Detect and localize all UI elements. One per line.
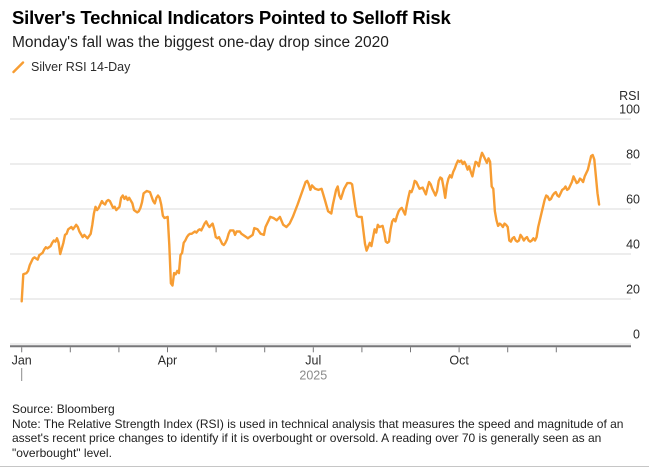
source-text: Source: Bloomberg bbox=[12, 402, 115, 416]
legend-label: Silver RSI 14-Day bbox=[31, 60, 131, 74]
month-label-jul: Jul bbox=[305, 354, 321, 368]
y-tick-label-20: 20 bbox=[626, 283, 640, 297]
chart-legend: Silver RSI 14-Day bbox=[12, 60, 130, 74]
rsi-series-line bbox=[20, 151, 601, 303]
month-label-jan: Jan bbox=[12, 354, 32, 368]
chart-subtitle: Monday's fall was the biggest one-day dr… bbox=[12, 34, 389, 51]
chart-title: Silver's Technical Indicators Pointed to… bbox=[12, 7, 451, 28]
y-tick-label-40: 40 bbox=[626, 238, 640, 252]
y-tick-label-60: 60 bbox=[626, 193, 640, 207]
y-tick-label-0: 0 bbox=[633, 328, 640, 342]
y-axis-title: RSI bbox=[619, 89, 640, 103]
y-tick-label-80: 80 bbox=[626, 148, 640, 162]
month-label-apr: Apr bbox=[158, 354, 177, 368]
legend-line-swatch-icon bbox=[12, 60, 25, 73]
y-tick-label-100: 100 bbox=[619, 103, 640, 117]
note-text: Note: The Relative Strength Index (RSI) … bbox=[12, 416, 624, 460]
chart-footer: Source: Bloomberg Note: The Relative Str… bbox=[12, 402, 646, 460]
year-label: 2025 bbox=[299, 369, 327, 383]
month-label-oct: Oct bbox=[449, 354, 469, 368]
